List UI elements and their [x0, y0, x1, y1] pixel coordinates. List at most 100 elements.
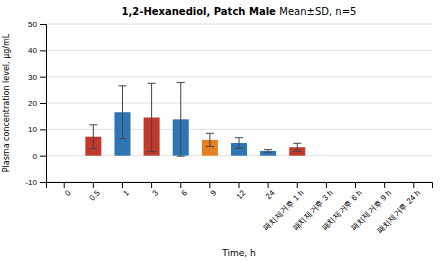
tick: 9: [209, 182, 219, 198]
error-bar: [235, 138, 243, 149]
tick-mark: [40, 182, 46, 183]
error-bar: [264, 150, 272, 153]
error-cap: [264, 149, 272, 150]
tick-label: 10: [28, 125, 37, 134]
tick: 24: [264, 182, 277, 201]
tick: 패치제거후 24 h: [375, 182, 422, 236]
tick-mark: [297, 182, 298, 188]
marks: [85, 82, 305, 156]
tick: 6: [180, 182, 190, 198]
tick-mark: [40, 103, 46, 104]
x-axis: 00.513691224패치제거후 1 h패치제거후 3 h패치제거후 6 h패…: [47, 182, 433, 236]
error-cap: [206, 146, 214, 147]
error-line: [122, 86, 123, 139]
tick-label: 6: [180, 188, 190, 198]
tick-label: 0: [63, 188, 73, 198]
error-line: [239, 138, 240, 149]
title: 1,2-Hexanediol, Patch Male: [122, 6, 277, 17]
tick-mark: [40, 156, 46, 157]
tick-mark: [40, 24, 46, 25]
tick-mark: [151, 182, 152, 188]
bar: [56, 155, 72, 156]
tick: 10: [28, 125, 46, 134]
error-cap: [177, 156, 185, 157]
grid-line: [46, 50, 432, 51]
error-bar: [89, 125, 97, 149]
y-axis-title: Plasma concentration level, μg/mL: [2, 33, 11, 172]
tick-mark: [93, 182, 94, 188]
subtitle: Mean±SD, n=5: [279, 6, 356, 17]
tick-label: 12: [235, 188, 248, 201]
bar: [318, 155, 334, 156]
tick-label: 9: [209, 188, 219, 198]
error-cap: [89, 124, 97, 125]
tick-mark: [40, 50, 46, 51]
error-line: [180, 82, 181, 156]
tick-label: -10: [25, 178, 37, 187]
tick-mark: [122, 182, 123, 188]
tick-mark: [384, 182, 385, 188]
tick-label: 3: [150, 188, 160, 198]
tick-mark: [180, 182, 181, 188]
tick-label: 30: [28, 73, 37, 82]
tick-mark: [64, 182, 65, 188]
error-cap: [148, 151, 156, 152]
y-axis: -10 0 10 20 30 40 50: [25, 20, 46, 187]
error-bar: [293, 143, 301, 151]
tick-label: 40: [28, 46, 37, 55]
error-line: [151, 83, 152, 151]
error-cap: [118, 85, 126, 86]
axis-line: [47, 183, 433, 189]
error-bar: [118, 86, 126, 139]
tick: 0.5: [87, 182, 102, 203]
error-cap: [293, 151, 301, 152]
grid: [46, 24, 432, 182]
tick-mark: [326, 182, 327, 188]
tick-mark: [413, 182, 414, 188]
error-cap: [235, 148, 243, 149]
plot: 00.513691224패치제거후 1 h패치제거후 3 h패치제거후 6 h패…: [2, 20, 433, 258]
tick: 50: [28, 20, 46, 29]
tick-mark: [40, 77, 46, 78]
tick-mark: [40, 129, 46, 130]
tick: 1: [121, 182, 131, 198]
tick-label: 패치제거후 24 h: [375, 189, 422, 236]
tick: 0: [63, 182, 73, 198]
error-line: [209, 133, 210, 146]
tick: 0: [33, 152, 46, 161]
tick-label: 20: [28, 99, 37, 108]
grid-line: [46, 103, 432, 104]
error-cap: [118, 138, 126, 139]
tick: 20: [28, 99, 46, 108]
tick: -10: [25, 178, 46, 187]
tick-label: 50: [28, 20, 37, 29]
tick-label: 0.5: [87, 188, 102, 203]
grid-line: [46, 129, 432, 130]
tick-label: 0: [33, 152, 38, 161]
bar: [377, 155, 393, 156]
error-cap: [235, 137, 243, 138]
tick: 12: [235, 182, 248, 201]
title-line: 1,2-Hexanediol, Patch MaleMean±SD, n=5: [122, 6, 357, 17]
tick-label: 1: [121, 188, 131, 198]
error-cap: [264, 152, 272, 153]
tick-mark: [355, 182, 356, 188]
error-cap: [89, 148, 97, 149]
tick-mark: [268, 182, 269, 188]
tick: 30: [28, 73, 46, 82]
chart: 00.513691224패치제거후 1 h패치제거후 3 h패치제거후 6 h패…: [0, 0, 444, 262]
error-bar: [148, 83, 156, 151]
axis-line: [40, 25, 47, 183]
tick: 40: [28, 46, 46, 55]
grid-line: [46, 24, 432, 25]
grid-line: [46, 76, 432, 77]
tick-mark: [239, 182, 240, 188]
tick: 3: [150, 182, 160, 198]
x-axis-title: Time, h: [221, 248, 255, 258]
tick-label: 24: [264, 188, 277, 201]
error-cap: [206, 133, 214, 134]
error-cap: [293, 143, 301, 144]
error-line: [297, 143, 298, 151]
error-cap: [177, 82, 185, 83]
error-bar: [177, 82, 185, 156]
